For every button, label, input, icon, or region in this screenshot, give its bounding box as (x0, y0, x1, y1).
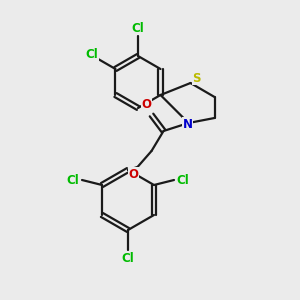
Text: O: O (142, 98, 152, 112)
Text: Cl: Cl (67, 173, 80, 187)
Text: O: O (128, 167, 139, 181)
Text: N: N (182, 118, 193, 130)
Text: Cl: Cl (132, 22, 144, 34)
Text: Cl: Cl (177, 173, 189, 187)
Text: S: S (192, 71, 201, 85)
Text: Cl: Cl (122, 251, 134, 265)
Text: Cl: Cl (86, 49, 98, 62)
